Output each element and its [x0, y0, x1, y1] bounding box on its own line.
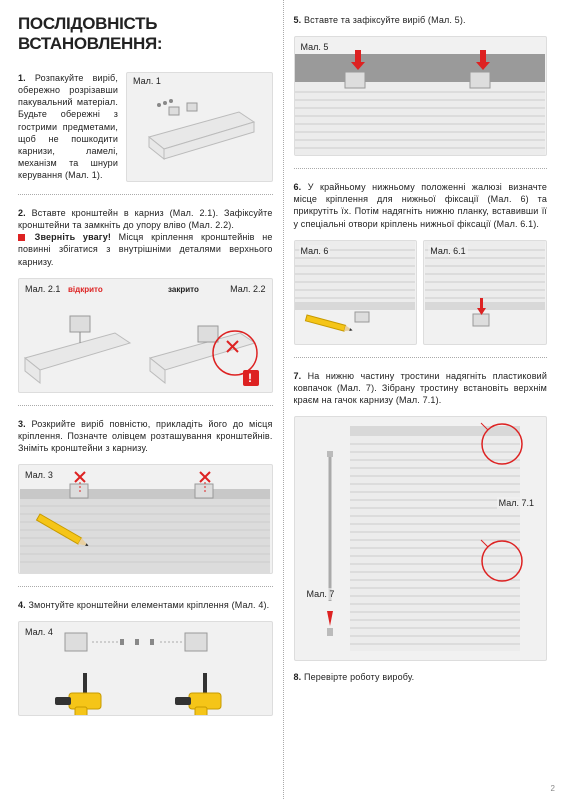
divider	[294, 357, 548, 358]
step-1-text: 1. Розпакуйте виріб, обережно розрізавши…	[18, 72, 118, 181]
figure-5-label: Мал. 5	[299, 41, 331, 53]
figure-6: Мал. 6	[294, 240, 418, 345]
step-8: 8. Перевірте роботу виробу.	[294, 671, 548, 683]
divider	[18, 194, 273, 195]
step-6-text: 6. У крайньому нижньому положенні жалюзі…	[294, 181, 548, 230]
figure-5-svg	[295, 36, 545, 156]
figure-7: Мал. 7 Мал. 7.1	[294, 416, 548, 661]
step-5-text: 5. Вставте та зафіксуйте виріб (Мал. 5).	[294, 14, 548, 26]
figure-7-svg	[295, 416, 545, 661]
figure-7-label: Мал. 7	[305, 588, 337, 600]
figure-5: Мал. 5	[294, 36, 548, 156]
figure-4-svg	[20, 621, 270, 716]
figure-61: Мал. 6.1	[423, 240, 547, 345]
figure-22-label: Мал. 2.2	[228, 283, 267, 295]
svg-text:!: !	[248, 371, 252, 385]
step-5: 5. Вставте та зафіксуйте виріб (Мал. 5).	[294, 14, 548, 26]
step-1: 1. Розпакуйте виріб, обережно розрізавши…	[18, 72, 273, 182]
figure-71-label: Мал. 7.1	[497, 497, 536, 509]
page-title: ПОСЛІДОВНІСТЬ ВСТАНОВЛЕННЯ:	[18, 14, 273, 54]
figure-1-svg	[129, 77, 269, 177]
page-number: 2	[551, 784, 555, 793]
step-2-warning: Зверніть увагу! Місця кріплення кронштей…	[18, 231, 273, 267]
step-4-text: 4. Змонтуйте кронштейни елементами кріпл…	[18, 599, 273, 611]
figure-2-svg: відкрито закрито !	[20, 278, 270, 393]
warning-icon	[18, 234, 25, 241]
figure-3: Мал. 3	[18, 464, 273, 574]
divider	[294, 168, 548, 169]
figure-21-label: Мал. 2.1	[23, 283, 62, 295]
step-7: 7. На нижню частину тростини надягніть п…	[294, 370, 548, 406]
step-7-text: 7. На нижню частину тростини надягніть п…	[294, 370, 548, 406]
figure-61-label: Мал. 6.1	[428, 245, 467, 257]
figure-3-label: Мал. 3	[23, 469, 55, 481]
right-column: 5. Вставте та зафіксуйте виріб (Мал. 5).…	[283, 0, 565, 799]
figure-6-group: Мал. 6 Мал. 6.1	[294, 240, 548, 345]
figure-1: Мал. 1	[126, 72, 273, 182]
step-3-text: 3. Розкрийте виріб повністю, прикладіть …	[18, 418, 273, 454]
figure-4-label: Мал. 4	[23, 626, 55, 638]
step-3: 3. Розкрийте виріб повністю, прикладіть …	[18, 418, 273, 454]
figure-2: Мал. 2.1 Мал. 2.2 відкрито закрито !	[18, 278, 273, 393]
left-column: ПОСЛІДОВНІСТЬ ВСТАНОВЛЕННЯ: 1. Розпакуйт…	[0, 0, 283, 799]
step-4: 4. Змонтуйте кронштейни елементами кріпл…	[18, 599, 273, 611]
step-2: 2. Вставте кронштейн в карниз (Мал. 2.1)…	[18, 207, 273, 268]
divider	[18, 586, 273, 587]
figure-1-label: Мал. 1	[131, 75, 163, 87]
figure-3-svg	[20, 464, 270, 574]
figure-4: Мал. 4	[18, 621, 273, 716]
figure-6-label: Мал. 6	[299, 245, 331, 257]
step-6: 6. У крайньому нижньому положенні жалюзі…	[294, 181, 548, 230]
divider	[18, 405, 273, 406]
closed-label: закрито	[168, 285, 199, 294]
open-label: відкрито	[68, 285, 103, 294]
step-2-text: 2. Вставте кронштейн в карниз (Мал. 2.1)…	[18, 207, 273, 231]
step-8-text: 8. Перевірте роботу виробу.	[294, 671, 548, 683]
